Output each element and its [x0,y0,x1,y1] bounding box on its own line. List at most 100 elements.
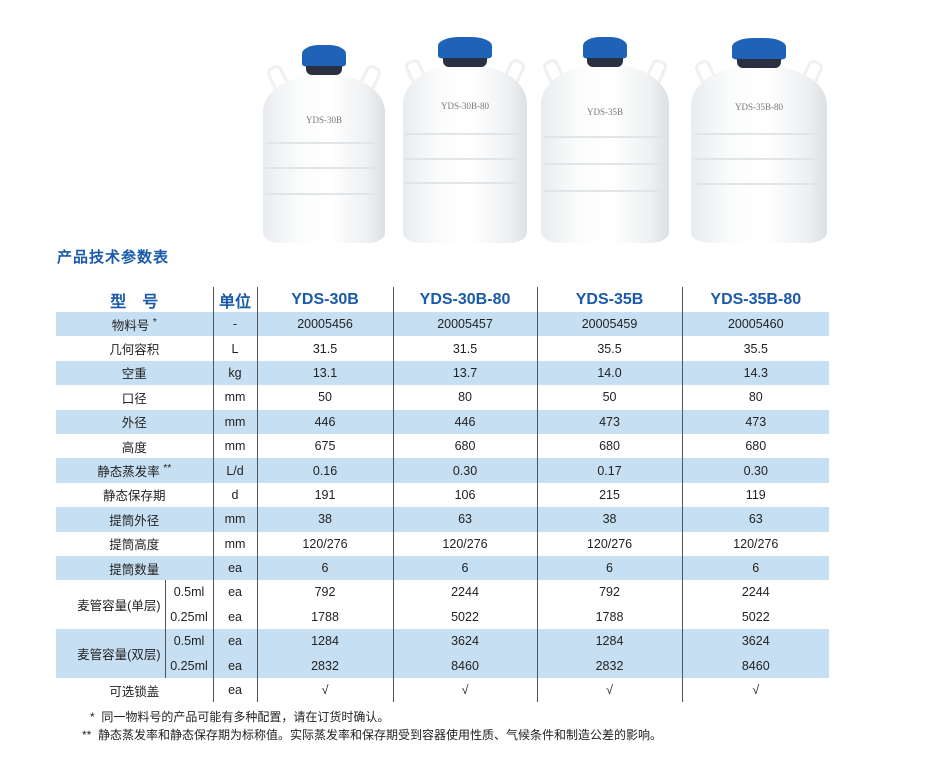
tank-label: YDS-30B [305,115,342,125]
tank-label: YDS-30B-80 [440,101,489,111]
header-model-col: YDS-30B [256,287,394,312]
row-label: 可选锁盖 [109,684,160,699]
value-cell: 38 [256,507,394,532]
value-cell: 0.16 [256,458,394,483]
value-cell: 0.30 [681,458,830,483]
value-cell: 63 [392,507,538,532]
header-model-col: YDS-35B [536,287,683,312]
value-cell: 31.5 [392,336,538,361]
value-cell: 38 [536,507,683,532]
value-cell: 106 [392,482,538,508]
value-cell: 6 [536,555,683,581]
value-cell: 680 [392,433,538,459]
product-image-yds-35b: YDS-35B [540,37,670,243]
row-label: 外径 [56,409,214,434]
size-cell: 0.25ml [164,604,214,630]
value-cell: 6 [681,555,830,581]
table-row: 可选锁盖 ea √ √ √ √ [56,677,830,703]
value-cell: √ [392,677,538,703]
value-cell: 191 [256,482,394,508]
value-cell: 35.5 [536,336,683,361]
value-cell: 63 [681,507,830,532]
value-cell: 2244 [681,580,830,605]
value-cell: 80 [681,385,830,410]
table-row: 0.25ml ea 1788 5022 1788 5022 [56,604,830,630]
header-unit: 单位 [212,287,258,312]
value-cell: 13.7 [392,360,538,386]
row-label: 高度 [121,440,147,455]
row-label: 提筒高度 [109,538,160,553]
value-cell: 473 [681,409,830,434]
unit-cell: mm [212,409,258,434]
value-cell: 35.5 [681,336,830,361]
tank-cap [583,37,627,67]
unit-cell: mm [212,507,258,532]
table-row: 提筒数量 ea 6 6 6 6 [56,555,830,581]
value-cell: 20005456 [256,312,394,337]
row-label: 物料号 * [56,312,214,337]
value-cell: 120/276 [536,531,683,556]
value-cell: 1788 [256,604,394,630]
row-label: 口径 [121,391,147,406]
footnote-mark: ** [82,728,92,742]
table-row: 外径 mm 446 446 473 473 [56,409,830,434]
row-label: 麦管容量(单层) [77,599,161,614]
spec-table: 型 号 单位 YDS-30B YDS-30B-80 YDS-35B YDS-35… [56,287,830,703]
value-cell: 8460 [392,653,538,678]
value-cell: 120/276 [256,531,394,556]
unit-cell: L/d [212,458,258,483]
unit-cell: mm [212,531,258,556]
unit-cell: ea [212,604,258,630]
value-cell: 6 [392,555,538,581]
unit-cell: - [212,312,258,337]
value-cell: 3624 [681,629,830,654]
header-model: 型 号 [110,293,159,311]
value-cell: 13.1 [256,360,394,386]
size-cell: 0.25ml [164,653,214,678]
value-cell: 120/276 [392,531,538,556]
unit-cell: ea [212,677,258,703]
unit-cell: mm [212,385,258,410]
value-cell: 50 [536,385,683,410]
value-cell: 6 [256,555,394,581]
row-name: 静态蒸发率 [97,465,160,480]
table-row: 静态保存期 d 191 106 215 119 [56,482,830,508]
footnote-text: 同一物料号的产品可能有多种配置，请在订货时确认。 [101,710,390,724]
value-cell: 446 [392,409,538,434]
tank-cap [302,45,346,75]
size-cell: 0.5ml [164,580,214,605]
unit-cell: d [212,482,258,508]
unit-cell: ea [212,653,258,678]
value-cell: 473 [536,409,683,434]
unit-cell: L [212,336,258,361]
value-cell: 14.0 [536,360,683,386]
value-cell: 1284 [256,629,394,654]
value-cell: 2244 [392,580,538,605]
row-name: 物料号 [111,318,150,333]
tank-cap [438,37,492,67]
value-cell: 8460 [681,653,830,678]
table-row: 麦管容量(双层) 0.5ml ea 1284 3624 1284 3624 [56,629,830,678]
unit-cell: mm [212,433,258,459]
value-cell: 792 [256,580,394,605]
value-cell: 14.3 [681,360,830,386]
table-row: 提筒外径 mm 38 63 38 63 [56,507,830,532]
row-label: 提筒数量 [56,555,214,581]
value-cell: 119 [681,482,830,508]
section-title: 产品技术参数表 [57,249,170,266]
footnote-1: * 同一物料号的产品可能有多种配置，请在订货时确认。 [90,708,389,725]
value-cell: 20005459 [536,312,683,337]
unit-cell: kg [212,360,258,386]
row-mark: * [152,316,157,328]
value-cell: 0.30 [392,458,538,483]
product-image-yds-30b-80: YDS-30B-80 [402,37,528,243]
value-cell: √ [256,677,394,703]
tank-label: YDS-35B [586,107,623,117]
value-cell: 792 [536,580,683,605]
header-model-col: YDS-30B-80 [392,287,538,312]
footnote-text: 静态蒸发率和静态保存期为标称值。实际蒸发率和保存期受到容器使用性质、气候条件和制… [98,728,663,742]
table-row: 0.25ml ea 2832 8460 2832 8460 [56,653,830,678]
value-cell: 80 [392,385,538,410]
row-label: 静态蒸发率 ** [56,458,214,483]
row-label: 几何容积 [109,343,160,358]
